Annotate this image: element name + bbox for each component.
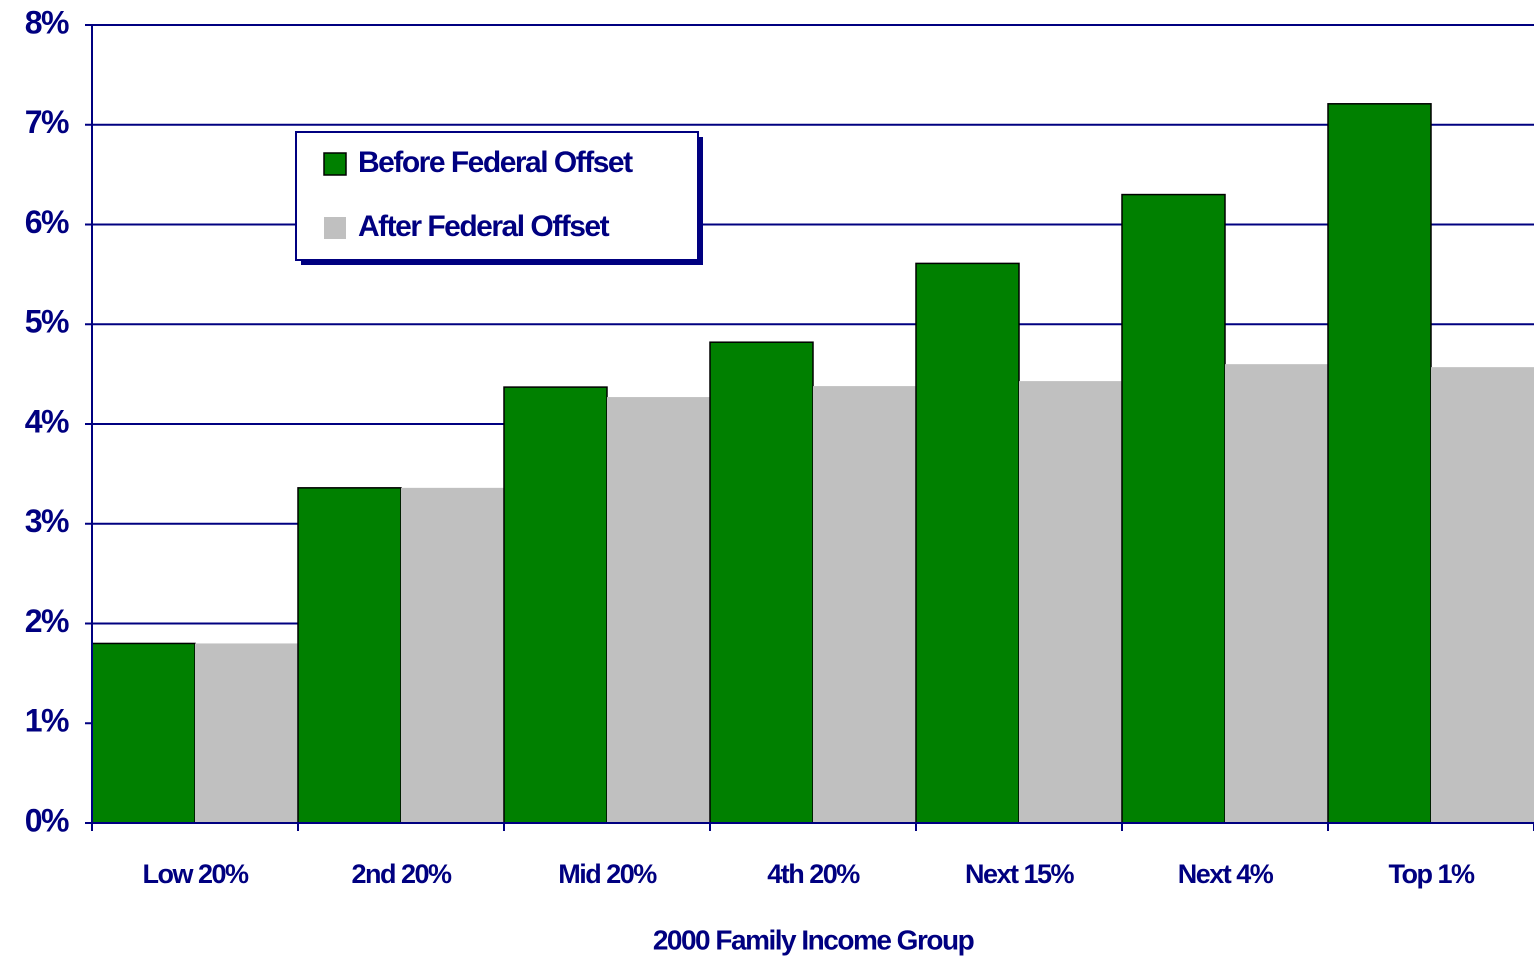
bar xyxy=(297,487,402,824)
x-tick-label: 2nd 20% xyxy=(351,859,452,889)
bar xyxy=(709,341,814,824)
legend-label: Before Federal Offset xyxy=(358,146,633,179)
legend-swatch xyxy=(323,152,347,176)
y-tick-label: 2% xyxy=(25,603,69,639)
y-tick-label: 5% xyxy=(25,304,69,340)
bar xyxy=(1431,367,1534,823)
bar xyxy=(1121,193,1226,824)
y-tick-label: 8% xyxy=(25,4,69,40)
x-tick-label: Mid 20% xyxy=(558,859,657,889)
x-tick-label: Next 15% xyxy=(965,859,1075,889)
bar xyxy=(401,487,504,823)
x-tick-label: Low 20% xyxy=(142,859,249,889)
legend-swatch xyxy=(324,217,346,239)
bar xyxy=(195,643,298,823)
bar xyxy=(1225,364,1328,823)
bar xyxy=(813,386,916,823)
bar xyxy=(503,386,608,824)
x-tick-label: 4th 20% xyxy=(767,859,860,889)
bar xyxy=(607,397,710,823)
x-tick-label: Next 4% xyxy=(1178,859,1274,889)
x-tick-label: Top 1% xyxy=(1389,859,1475,889)
y-tick-label: 3% xyxy=(25,503,69,539)
bar xyxy=(1327,103,1432,824)
y-tick-label: 6% xyxy=(25,204,69,240)
x-axis-title: 2000 Family Income Group xyxy=(653,924,974,955)
y-tick-label: 4% xyxy=(25,403,69,439)
legend-label: After Federal Offset xyxy=(358,210,610,243)
legend xyxy=(295,131,699,261)
bar xyxy=(91,642,196,824)
bar xyxy=(915,262,1020,824)
y-tick-label: 1% xyxy=(25,703,69,739)
y-tick-label: 7% xyxy=(25,104,69,140)
bar xyxy=(1019,381,1122,823)
y-tick-label: 0% xyxy=(25,802,69,838)
